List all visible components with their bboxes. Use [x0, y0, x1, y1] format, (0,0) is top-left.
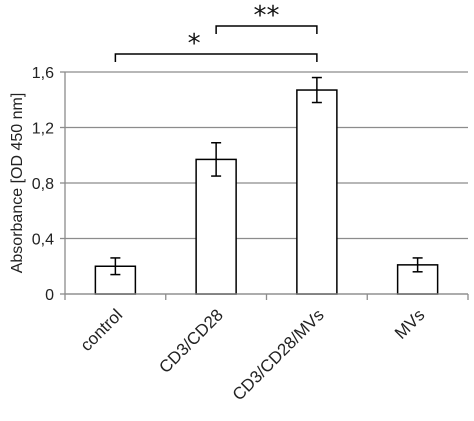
- y-tick-label: 0,4: [32, 232, 54, 249]
- x-category-label: CD3/CD28: [155, 305, 227, 377]
- x-category-label: MVs: [391, 305, 428, 342]
- y-tick-label: 1,2: [32, 121, 54, 138]
- significance-bracket: [114, 53, 318, 62]
- significance-brackets: ***: [114, 1, 318, 62]
- significance-label: *: [188, 29, 201, 59]
- y-tick-label: 0: [45, 287, 54, 304]
- y-axis-title: Absorbance [OD 450 nm]: [9, 93, 26, 274]
- bar: [195, 158, 237, 295]
- bars: [94, 89, 439, 295]
- axes: [60, 71, 469, 300]
- error-bars: [110, 76, 423, 276]
- significance-label: **: [254, 1, 280, 31]
- y-tick-label: 1,6: [32, 65, 54, 82]
- grid-lines: [65, 71, 468, 295]
- y-tick-labels: 0 0,4 0,8 1,2 1,6: [32, 65, 54, 304]
- x-category-label: control: [77, 305, 127, 355]
- category-labels: control CD3/CD28 CD3/CD28/MVs MVs: [77, 305, 429, 404]
- y-tick-label: 0,8: [32, 176, 54, 193]
- significance-bracket: [215, 25, 318, 34]
- x-category-label: CD3/CD28/MVs: [229, 305, 328, 404]
- bar: [296, 89, 338, 295]
